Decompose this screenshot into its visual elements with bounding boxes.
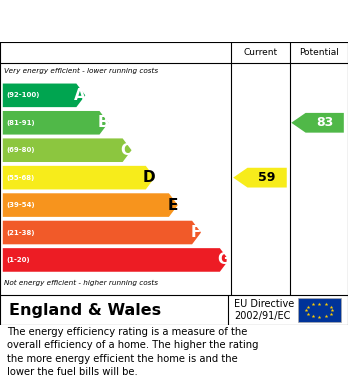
Text: (1-20): (1-20) [6, 257, 30, 263]
Text: (81-91): (81-91) [6, 120, 35, 126]
Text: Current: Current [243, 48, 278, 57]
Text: E: E [167, 197, 178, 213]
Text: A: A [74, 88, 86, 103]
Polygon shape [3, 84, 85, 107]
Polygon shape [291, 113, 344, 133]
Text: Very energy efficient - lower running costs: Very energy efficient - lower running co… [4, 68, 158, 74]
Polygon shape [233, 168, 287, 188]
Text: F: F [190, 225, 201, 240]
Polygon shape [3, 138, 132, 162]
Text: (92-100): (92-100) [6, 92, 40, 98]
Text: EU Directive
2002/91/EC: EU Directive 2002/91/EC [234, 300, 294, 321]
Text: G: G [217, 253, 230, 267]
Text: England & Wales: England & Wales [9, 303, 161, 318]
Text: (39-54): (39-54) [6, 202, 35, 208]
Polygon shape [3, 248, 229, 272]
Polygon shape [3, 111, 109, 135]
Polygon shape [3, 166, 155, 190]
Text: (55-68): (55-68) [6, 175, 34, 181]
Text: 59: 59 [259, 171, 276, 184]
Text: 83: 83 [316, 116, 333, 129]
Text: C: C [121, 143, 132, 158]
Polygon shape [3, 193, 178, 217]
Text: (21-38): (21-38) [6, 230, 35, 235]
Polygon shape [3, 221, 201, 244]
Bar [298, 298, 341, 322]
Text: (69-80): (69-80) [6, 147, 35, 153]
Text: The energy efficiency rating is a measure of the
overall efficiency of a home. T: The energy efficiency rating is a measur… [7, 327, 259, 377]
Text: Energy Efficiency Rating: Energy Efficiency Rating [10, 14, 220, 29]
Text: D: D [143, 170, 156, 185]
Text: Potential: Potential [299, 48, 339, 57]
Text: Not energy efficient - higher running costs: Not energy efficient - higher running co… [4, 280, 158, 286]
Text: B: B [97, 115, 109, 130]
